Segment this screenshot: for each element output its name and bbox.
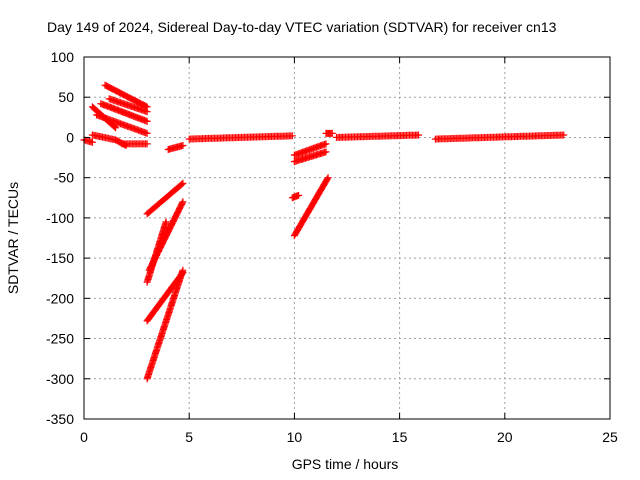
data-track — [290, 140, 330, 159]
y-tick-label: -250 — [46, 331, 74, 347]
data-points-path — [93, 111, 151, 137]
y-tick-label: 50 — [58, 89, 74, 105]
data-track — [288, 191, 303, 202]
data-points-path — [143, 266, 187, 383]
data-track — [164, 142, 187, 153]
data-track — [333, 131, 422, 141]
data-points-path — [288, 191, 303, 202]
data-points-path — [101, 81, 151, 111]
x-tick-label: 5 — [185, 429, 193, 445]
data-points-path — [290, 140, 330, 159]
x-tick-label: 10 — [287, 429, 303, 445]
plot-frame — [83, 56, 611, 420]
y-tick-label: -50 — [54, 170, 74, 186]
data-points-path — [322, 129, 336, 137]
data-track — [431, 131, 568, 143]
chart-title: Day 149 of 2024, Sidereal Day-to-day VTE… — [47, 19, 557, 35]
data-points — [80, 81, 568, 383]
data-points-path — [290, 148, 330, 166]
x-axis-label: GPS time / hours — [292, 456, 399, 472]
data-track — [101, 81, 151, 111]
data-points-path — [145, 198, 187, 274]
data-track — [290, 148, 330, 166]
grid — [84, 57, 610, 419]
data-track — [97, 100, 151, 125]
data-points-path — [164, 142, 187, 153]
axis-ticks: 100 50 0 -50 -100 -150 -200 -250 -300 -350 0 5 10 15 2… — [46, 49, 618, 445]
y-tick-label: -150 — [46, 250, 74, 266]
data-points-path — [105, 95, 151, 116]
data-points-path — [118, 140, 151, 148]
data-track — [118, 140, 151, 148]
data-track — [185, 132, 296, 143]
data-points-path — [185, 132, 296, 143]
y-tick-label: -350 — [46, 411, 74, 427]
x-tick-label: 25 — [602, 429, 618, 445]
y-tick-label: -300 — [46, 371, 74, 387]
data-track — [143, 266, 187, 383]
data-track — [105, 95, 151, 116]
data-points-path — [290, 174, 332, 240]
data-points-path — [431, 131, 568, 143]
y-tick-label: -100 — [46, 210, 74, 226]
y-tick-label: -200 — [46, 290, 74, 306]
data-track — [322, 129, 336, 137]
x-tick-label: 0 — [80, 429, 88, 445]
data-points-path — [333, 131, 422, 141]
data-track — [93, 111, 151, 137]
y-tick-label: 100 — [51, 49, 75, 65]
data-points-path — [143, 179, 187, 218]
data-track — [145, 198, 187, 274]
y-tick-label: 0 — [66, 129, 74, 145]
y-axis-label: SDTVAR / TECUs — [5, 182, 21, 294]
data-points-path — [97, 100, 151, 125]
x-tick-label: 15 — [392, 429, 408, 445]
x-tick-label: 20 — [497, 429, 513, 445]
data-track — [290, 174, 332, 240]
data-track — [143, 179, 187, 218]
